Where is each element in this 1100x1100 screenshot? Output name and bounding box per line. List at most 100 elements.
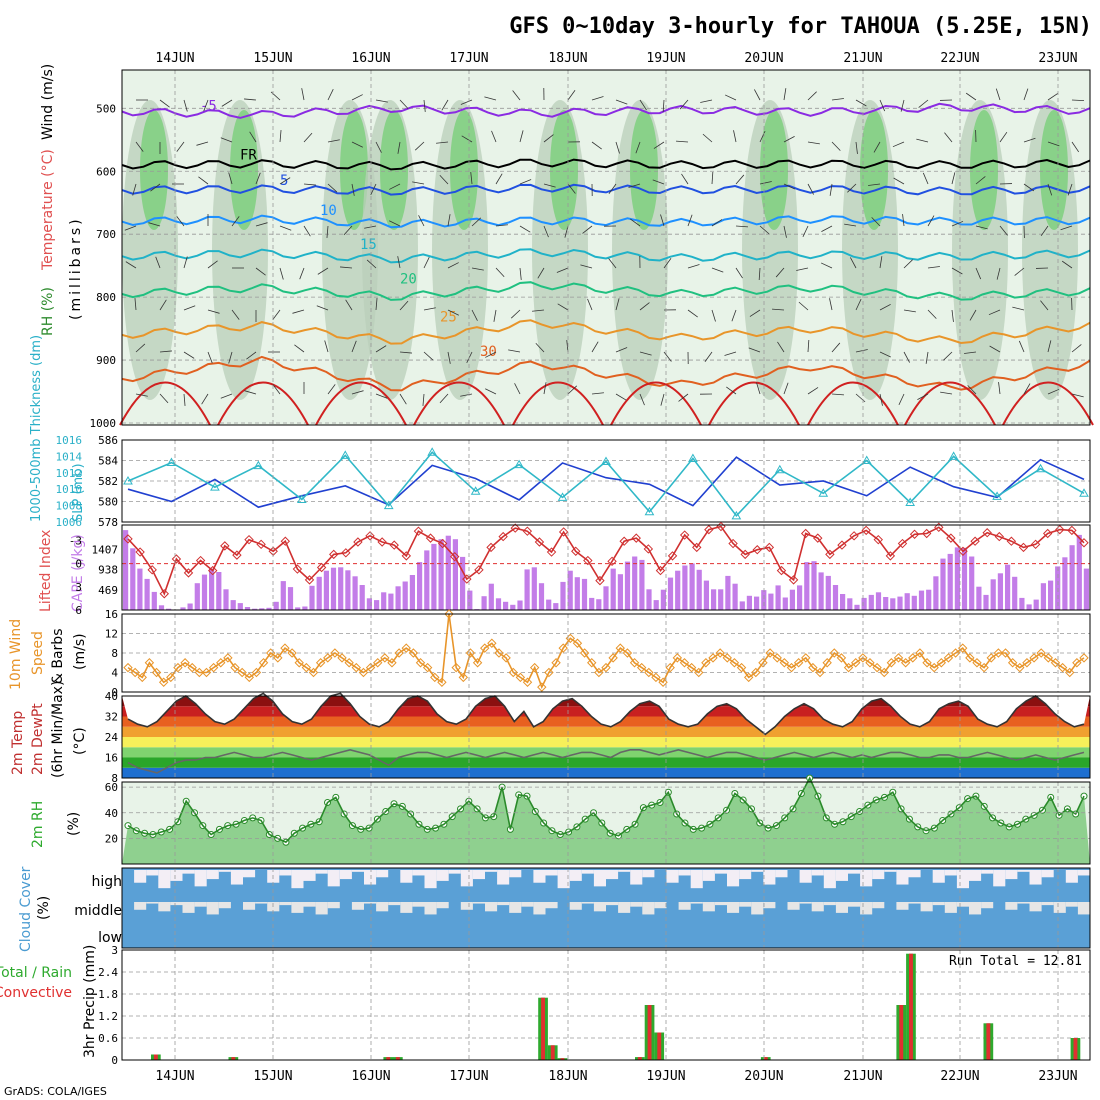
- rh-ytick-2: 60: [105, 781, 118, 794]
- cape-bar: [840, 594, 846, 610]
- profile-wind-barb: [399, 351, 412, 354]
- cloud-high-gap: [763, 870, 776, 885]
- cloud-high-gap: [569, 870, 582, 881]
- cape-bar: [1033, 599, 1039, 610]
- wind-speed-series-marker-18: [251, 667, 262, 678]
- profile-wind-barb: [389, 220, 401, 227]
- cloud-mid-gap: [400, 902, 413, 913]
- profile-wind-barb: [873, 141, 881, 153]
- profile-wind-barb: [423, 257, 430, 269]
- profile-wind-barb: [301, 88, 305, 101]
- cloud-high-gap: [436, 870, 449, 881]
- li-series-marker-6: [195, 555, 206, 566]
- cloud-mid-gap: [327, 902, 340, 909]
- cape-bar: [589, 597, 595, 610]
- wind-speed-series-marker-65: [587, 658, 597, 668]
- profile-wind-barb: [159, 99, 170, 108]
- cloud-mid-gap: [170, 902, 183, 906]
- cape-bar: [201, 574, 208, 610]
- profile-wind-barb: [423, 351, 434, 361]
- hot-arc-3: [413, 381, 505, 426]
- profile-wind-barb: [898, 393, 905, 406]
- cloud-high-gap: [956, 870, 969, 889]
- wind-speed-series-marker-6: [166, 672, 176, 683]
- thickness-series-marker-5: [340, 450, 351, 459]
- cape-bar: [144, 578, 150, 610]
- date-label-bottom-2: 16JUN: [351, 1069, 390, 1084]
- temp-band-0: [122, 767, 1090, 778]
- profile-wind-barb: [1040, 225, 1049, 237]
- cape-bar: [1012, 576, 1018, 610]
- profile-wind-barb: [591, 341, 599, 353]
- li-series-marker-13: [280, 536, 291, 546]
- li-ytick-2: 0: [75, 558, 82, 571]
- thickness-series-marker-6: [383, 500, 394, 510]
- slp-ytick-2: 1010: [56, 483, 83, 496]
- cloud-mid-gap: [944, 902, 957, 913]
- panel-frame-t2m: [121, 695, 1091, 779]
- cape-bar: [696, 569, 702, 610]
- profile-wind-barb: [508, 349, 521, 353]
- cape-bar: [553, 603, 559, 610]
- cloud-high-gap: [823, 870, 836, 889]
- label-cloud-middle: middle: [74, 903, 122, 919]
- cloud-mid-gap: [799, 902, 812, 904]
- li-series-marker-8: [220, 541, 230, 551]
- cape-bar: [610, 568, 616, 610]
- li-series-marker-68: [946, 533, 956, 543]
- date-label-top-0: 14JUN: [155, 51, 194, 66]
- profile-wind-barb: [519, 225, 531, 233]
- li-series-marker-27: [450, 551, 460, 562]
- cloud-mid-gap: [690, 902, 703, 904]
- thickness-series-marker-19: [948, 451, 959, 460]
- precip-conv-bar-43: [541, 997, 545, 1060]
- cape-bar: [510, 604, 516, 610]
- wind-speed-series-marker-14: [223, 653, 233, 663]
- li-series-marker-63: [885, 551, 896, 561]
- profile-wind-barb: [327, 139, 340, 143]
- temp-ytick-3: 32: [105, 711, 118, 724]
- profile-wind-barb: [159, 350, 172, 353]
- rh-ytick-0: 20: [105, 832, 118, 845]
- profile-wind-barb: [364, 225, 377, 229]
- hot-arc-2: [315, 381, 407, 426]
- cloud-mid-gap: [279, 902, 292, 906]
- cloud-mid-gap: [654, 902, 667, 909]
- cloud-high-gap: [315, 870, 328, 874]
- cape-bar: [746, 595, 752, 610]
- profile-wind-barb: [351, 94, 363, 101]
- wind-speed-series-marker-36: [380, 653, 390, 663]
- isotherm-30: [121, 355, 1091, 392]
- cape-bar: [682, 565, 688, 610]
- cloud-mid-gap: [303, 902, 316, 907]
- li-series-marker-71: [982, 528, 992, 538]
- profile-wind-barb: [557, 303, 569, 311]
- profile-wind-barb: [375, 141, 382, 153]
- profile-wind-barb: [183, 393, 186, 406]
- cloud-high-gap: [230, 870, 243, 885]
- profile-wind-barb: [831, 98, 844, 101]
- cape-bar: [739, 601, 745, 610]
- profile-wind-barb: [135, 141, 144, 152]
- profile-wind-barb: [758, 267, 761, 280]
- profile-wind-barb: [221, 99, 233, 107]
- li-series-marker-50: [728, 538, 738, 549]
- cloud-high-gap: [557, 870, 570, 889]
- cloud-mid-gap: [1041, 902, 1054, 906]
- cloud-high-gap: [327, 870, 340, 887]
- cloud-mid-gap: [956, 902, 969, 907]
- profile-wind-barb: [663, 351, 672, 362]
- cape-bar: [409, 575, 415, 610]
- profile-wind-barb: [207, 260, 218, 269]
- profile-wind-barb: [855, 349, 868, 353]
- profile-wind-barb: [821, 225, 833, 232]
- cape-bar: [689, 563, 695, 610]
- profile-wind-barb: [316, 305, 329, 311]
- cloud-high-gap: [364, 870, 377, 885]
- profile-wind-barb: [1023, 137, 1036, 143]
- profile-wind-barb: [1047, 183, 1053, 196]
- rh-core-8: [860, 110, 888, 230]
- label-convective: Convective: [0, 985, 72, 1001]
- profile-wind-barb: [892, 141, 905, 148]
- profile-wind-barb: [916, 138, 929, 143]
